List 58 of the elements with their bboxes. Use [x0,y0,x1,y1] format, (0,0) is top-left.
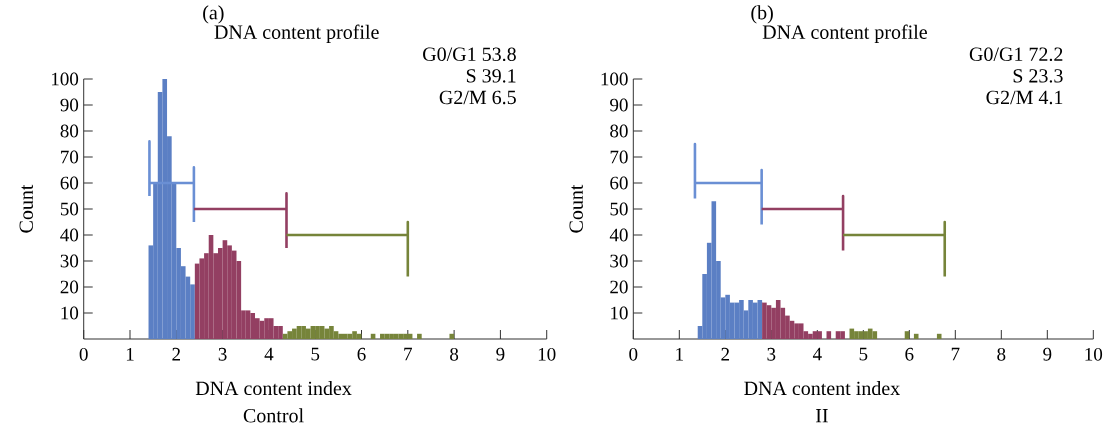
annotation: S 23.3 [1013,69,1063,83]
y-tick-label: 100 [601,72,628,86]
y-tick-label: 70 [610,150,628,164]
x-axis-title: DNA content index [195,381,352,396]
x-tick-label: 4 [812,347,822,361]
annotation: G2/M 6.5 [439,90,516,105]
text: Control [243,408,304,423]
x-tick-label: 10 [1085,347,1103,361]
y-tick-label: 20 [610,280,628,294]
chart-title: (b) [751,5,773,24]
y-tick-label: 100 [52,72,79,86]
x-tick-label: 2 [172,347,181,361]
x-tick-label: 5 [311,347,320,361]
y-tick-label: 80 [610,124,628,138]
y-tick-label: 30 [60,254,79,268]
y-tick-label: 90 [60,98,79,112]
y-tick-label: 20 [60,280,79,294]
x-tick-label: 1 [126,347,134,361]
x-tick-label: 7 [951,347,960,361]
y-axis-title: Count [19,184,33,233]
y-tick-label: 50 [610,202,628,216]
x-tick-label: 2 [721,347,730,361]
chart-subtitle: DNA content profile [214,24,379,43]
x-tick-label: 9 [1043,347,1052,361]
y-axis-title: Count [569,184,583,233]
y-tick-label: 60 [60,176,79,190]
text: II [815,409,828,423]
y-tick-label: 40 [609,228,628,242]
x-tick-label: 9 [496,347,505,361]
text: G0/G1 72.2 [969,47,1063,62]
y-tick-label: 60 [610,176,628,190]
x-tick-label: 10 [538,347,556,361]
y-tick-label: 50 [60,202,79,216]
chart-subtitle: DNA content profile [762,24,927,43]
x-tick-label: 8 [997,347,1006,361]
x-tick-label: 7 [404,347,413,361]
y-tick-label: 30 [610,254,628,268]
annotation: S 39.1 [466,69,516,83]
annotation: G2/M 4.1 [986,90,1063,105]
x-tick-label: 3 [218,347,227,361]
x-tick-label: 0 [79,347,88,361]
x-axis-title: DNA content index [744,381,900,396]
y-tick-label: 40 [60,228,79,242]
x-tick-label: 1 [676,347,683,361]
y-tick-label: 90 [610,98,628,112]
x-tick-label: 6 [905,347,914,361]
x-tick-label: 0 [629,347,638,361]
x-tick-label: 3 [767,347,776,361]
chart-title: (a) [203,5,224,24]
y-tick-label: 80 [60,124,79,138]
y-tick-label: 10 [61,306,79,320]
x-tick-label: 6 [357,347,366,361]
y-tick-label: 10 [611,306,628,320]
text: G0/G1 53.8 [423,47,516,62]
x-tick-label: 8 [450,347,459,361]
x-tick-label: 5 [859,347,868,361]
y-tick-label: 70 [61,150,79,164]
x-tick-label: 4 [264,347,274,361]
